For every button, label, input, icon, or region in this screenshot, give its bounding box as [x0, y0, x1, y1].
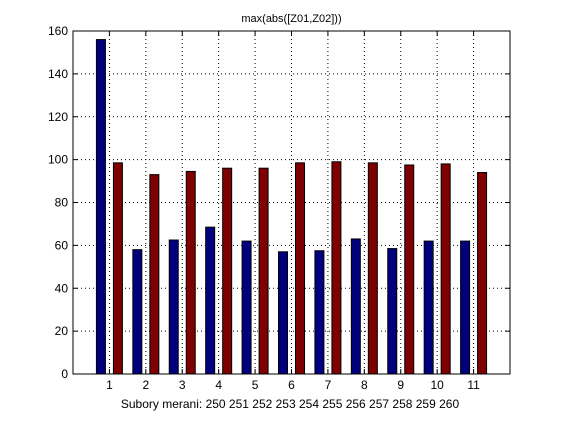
bar — [423, 240, 434, 375]
bar — [241, 240, 252, 375]
x-tick-label: 11 — [467, 378, 480, 392]
bar — [258, 167, 269, 375]
bar — [477, 171, 488, 375]
x-axis-label: Subory merani: 250 251 252 253 254 255 2… — [121, 397, 460, 411]
chart-title: max(abs([Z01,Z02])) — [241, 13, 341, 25]
x-tick-label: 1 — [106, 378, 113, 392]
x-tick-label: 6 — [288, 378, 295, 392]
y-tick-label: 80 — [55, 196, 69, 210]
bar — [222, 167, 233, 375]
bar — [168, 239, 179, 375]
y-tick-label: 40 — [55, 281, 69, 295]
y-tick-label: 160 — [48, 24, 68, 38]
x-tick-label: 8 — [361, 378, 368, 392]
bar — [460, 240, 471, 375]
bar — [404, 164, 415, 375]
y-tick-label: 20 — [55, 324, 69, 338]
grid — [73, 31, 510, 374]
axis-ticks: 0 20 40 60 80 100 120 140 160 1 2 3 4 5 6 7 8 9 10 11 — [48, 24, 510, 392]
x-tick-label: 5 — [252, 378, 259, 392]
x-tick-label: 9 — [397, 378, 404, 392]
y-tick-label: 60 — [55, 238, 69, 252]
bar — [350, 238, 361, 375]
y-tick-label: 100 — [48, 153, 68, 167]
bar — [185, 170, 196, 375]
y-tick-label: 0 — [61, 367, 68, 381]
bar — [331, 161, 342, 375]
x-tick-label: 7 — [325, 378, 332, 392]
bar — [387, 248, 398, 375]
bar — [205, 226, 216, 375]
bar — [295, 162, 305, 375]
bar — [278, 251, 288, 375]
bar — [149, 174, 160, 375]
bar — [132, 249, 143, 375]
bar — [95, 39, 106, 375]
bar — [440, 163, 451, 375]
y-tick-label: 140 — [48, 67, 68, 81]
bar — [367, 162, 378, 375]
x-tick-label: 3 — [179, 378, 186, 392]
x-tick-label: 4 — [215, 378, 222, 392]
bar — [112, 162, 123, 375]
y-tick-label: 120 — [48, 110, 68, 124]
x-tick-label: 10 — [430, 378, 444, 392]
x-tick-label: 2 — [142, 378, 149, 392]
bar — [314, 250, 325, 375]
